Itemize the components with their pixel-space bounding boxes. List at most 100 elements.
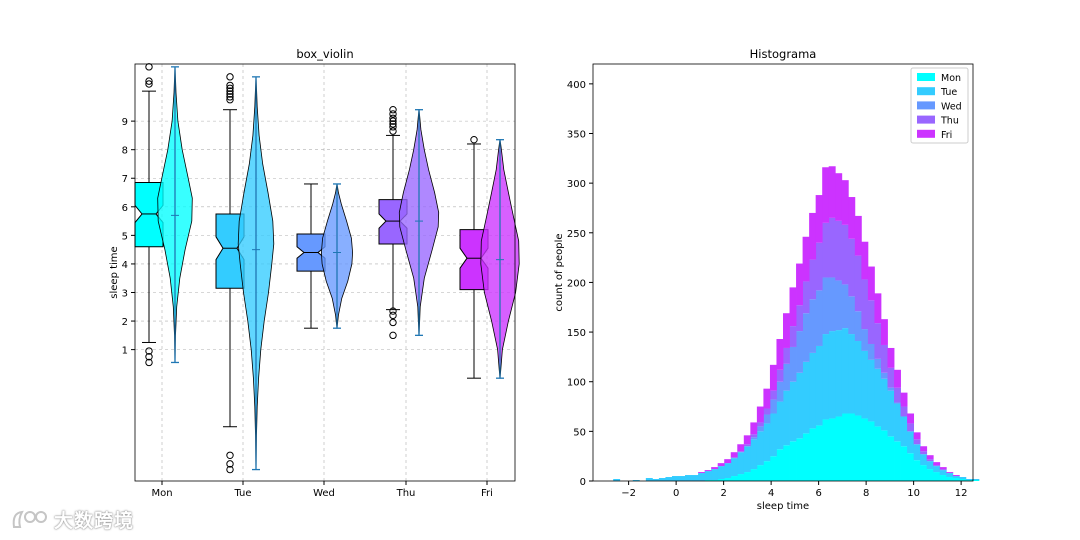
hist-bar-mon bbox=[724, 478, 732, 481]
hist-bar-fri bbox=[900, 392, 908, 407]
x-tick-label: 10 bbox=[907, 488, 920, 499]
hist-bar-tue bbox=[920, 454, 928, 466]
hist-bar-fri bbox=[724, 459, 732, 464]
hist-bar-thu bbox=[802, 281, 810, 314]
hist-bar-tue bbox=[972, 479, 980, 480]
y-tick-label: 3 bbox=[122, 288, 128, 299]
hist-bar-thu bbox=[848, 238, 856, 297]
flier-point bbox=[226, 460, 234, 468]
legend-swatch-mon bbox=[917, 73, 935, 81]
hist-bar-mon bbox=[802, 433, 810, 481]
hist-bar-fri bbox=[828, 166, 836, 218]
hist-bar-fri bbox=[743, 435, 751, 445]
hist-bar-mon bbox=[769, 456, 777, 481]
y-tick-label: 6 bbox=[122, 203, 128, 214]
hist-bar-wed bbox=[809, 299, 817, 353]
hist-bar-thu bbox=[743, 444, 751, 447]
hist-bar-tue bbox=[685, 475, 692, 481]
hist-bar-thu bbox=[913, 439, 921, 445]
y-tick-label: 350 bbox=[567, 130, 586, 141]
x-tick-label-fri: Fri bbox=[481, 488, 493, 499]
right-y-axis-label: count of people bbox=[554, 233, 565, 311]
flier-point bbox=[470, 135, 478, 144]
hist-bar-tue bbox=[632, 480, 640, 481]
x-tick-label: −2 bbox=[621, 488, 636, 499]
hist-bar-tue bbox=[887, 390, 895, 437]
legend-label-fri: Fri bbox=[941, 130, 952, 141]
legend-swatch-thu bbox=[917, 115, 935, 124]
hist-bar-tue bbox=[939, 470, 947, 476]
flier-point bbox=[226, 465, 234, 474]
legend-label-thu: Thu bbox=[940, 116, 959, 127]
hist-bar-mon bbox=[926, 469, 934, 481]
hist-bar-tue bbox=[730, 458, 738, 477]
legend-swatch-wed bbox=[917, 101, 935, 110]
hist-bar-fri bbox=[913, 432, 921, 440]
hist-bar-fri bbox=[822, 167, 830, 223]
right-x-axis-label: sleep time bbox=[757, 501, 809, 512]
hist-bar-mon bbox=[743, 472, 751, 481]
hist-bar-tue bbox=[835, 330, 843, 417]
flier-point bbox=[389, 307, 397, 315]
y-tick-label: 8 bbox=[122, 146, 128, 157]
hist-bar-thu bbox=[894, 387, 901, 403]
y-tick-label: 100 bbox=[567, 378, 586, 389]
hist-bar-wed bbox=[854, 311, 862, 342]
hist-bar-tue bbox=[671, 476, 679, 481]
hist-bar-tue bbox=[913, 444, 921, 461]
flier-point bbox=[226, 93, 234, 101]
hist-bar-fri bbox=[880, 319, 888, 345]
flier-point bbox=[389, 110, 397, 118]
hist-bar-tue bbox=[678, 476, 686, 481]
hist-bar-mon bbox=[874, 426, 882, 481]
hist-bar-wed bbox=[874, 358, 882, 369]
hist-bar-tue bbox=[717, 466, 725, 480]
hist-bar-fri bbox=[861, 241, 869, 280]
hist-bar-thu bbox=[822, 222, 830, 278]
hist-bar-tue bbox=[789, 381, 797, 442]
watermark-text: 大数跨境 bbox=[54, 510, 135, 532]
hist-bar-fri bbox=[776, 339, 784, 370]
x-tick-label: 2 bbox=[720, 488, 726, 499]
flier-point bbox=[226, 84, 234, 92]
hist-bar-thu bbox=[789, 326, 797, 347]
flier-point bbox=[389, 318, 397, 327]
hist-bar-wed bbox=[796, 331, 803, 373]
hist-bar-tue bbox=[665, 477, 673, 481]
x-tick-label-mon: Mon bbox=[151, 488, 172, 499]
legend-swatch-tue bbox=[917, 87, 935, 96]
hist-bar-fri bbox=[926, 455, 934, 460]
hist-bar-fri bbox=[809, 212, 817, 260]
hist-bar-fri bbox=[704, 470, 712, 472]
hist-bar-mon bbox=[737, 474, 745, 481]
hist-bar-tue bbox=[867, 359, 875, 422]
hist-bar-thu bbox=[926, 459, 934, 462]
hist-bar-fri bbox=[887, 347, 895, 368]
hist-bar-fri bbox=[802, 236, 810, 282]
hist-bar-mon bbox=[900, 446, 908, 481]
hist-bar-mon bbox=[920, 465, 928, 481]
hist-bar-thu bbox=[828, 217, 836, 278]
hist-bar-fri bbox=[737, 444, 745, 452]
right-chart-title: Histograma bbox=[750, 47, 817, 61]
hist-bar-thu bbox=[776, 369, 784, 382]
hist-bar-tue bbox=[815, 345, 823, 426]
histogram-chart: 0 50 100 150 200 250 300 350 400 −2 0 2 4 6 8 10 12 Histo… bbox=[554, 47, 980, 512]
hist-bar-thu bbox=[815, 242, 823, 291]
hist-bar-wed bbox=[756, 426, 764, 432]
flier-point bbox=[145, 347, 153, 355]
x-tick-label-wed: Wed bbox=[313, 488, 335, 499]
legend-box bbox=[910, 67, 969, 144]
watermark-logo-icon bbox=[12, 510, 47, 528]
hist-bar-mon bbox=[959, 479, 967, 481]
hist-bar-thu bbox=[867, 300, 875, 344]
flier-point bbox=[389, 127, 397, 135]
hist-bar-wed bbox=[894, 402, 901, 404]
hist-bar-tue bbox=[724, 463, 732, 479]
hist-bar-fri bbox=[763, 388, 771, 409]
hist-bar-tue bbox=[711, 469, 719, 481]
hist-bar-thu bbox=[854, 255, 862, 312]
hist-bar-tue bbox=[894, 403, 901, 442]
x-tick-label: 6 bbox=[815, 488, 821, 499]
hist-bar-thu bbox=[887, 367, 895, 388]
